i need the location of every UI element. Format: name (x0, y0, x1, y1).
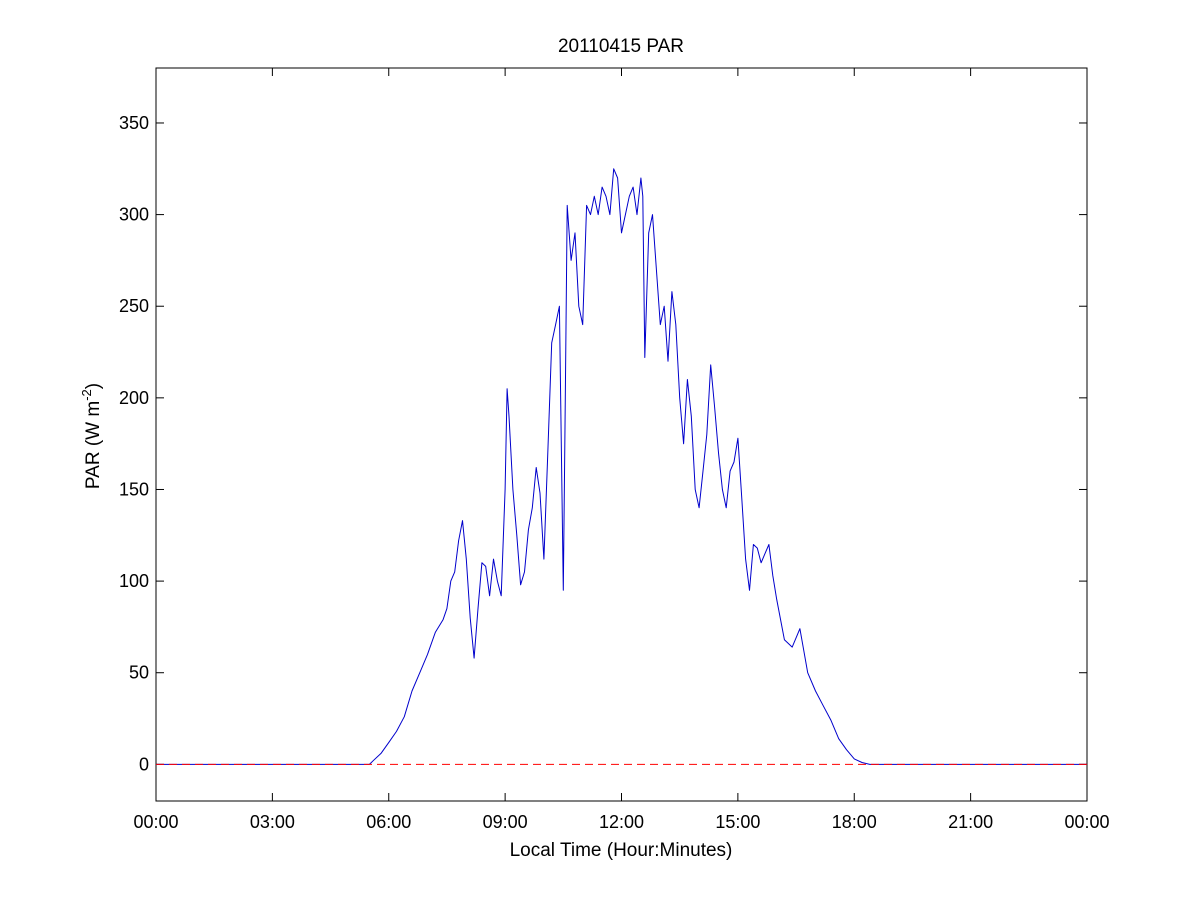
y-tick-label: 250 (119, 296, 149, 316)
x-tick-label: 06:00 (366, 812, 411, 832)
x-tick-label: 00:00 (133, 812, 178, 832)
plot-frame (155, 67, 1088, 802)
par-series-line (156, 168, 1087, 765)
y-tick-label: 50 (129, 663, 149, 683)
x-tick-label: 12:00 (599, 812, 644, 832)
x-axis-label: Local Time (Hour:Minutes) (510, 840, 733, 861)
x-tick-label: 18:00 (832, 812, 877, 832)
chart-title: 20110415 PAR (558, 36, 684, 57)
y-tick-label: 350 (119, 113, 149, 133)
y-tick-label: 300 (119, 205, 149, 225)
plot-area: 00:00 03:00 06:00 09:00 12:00 15:00 18:00 21:00… (119, 67, 1110, 832)
x-tick-label: 09:00 (483, 812, 528, 832)
y-tick-label: 100 (119, 571, 149, 591)
y-axis-label: PAR (W m-2) (79, 383, 104, 489)
y-axis-label-exponent: -2 (79, 389, 94, 401)
y-tick-label: 0 (139, 754, 149, 774)
y-axis-label-text: PAR (W m (83, 401, 104, 489)
y-tick-label: 200 (119, 388, 149, 408)
y-axis-label-suffix: ) (83, 383, 104, 389)
x-tick-label: 15:00 (715, 812, 760, 832)
x-tick-label: 21:00 (948, 812, 993, 832)
x-tick-label: 00:00 (1064, 812, 1109, 832)
y-tick-label: 150 (119, 479, 149, 499)
x-tick-label: 03:00 (250, 812, 295, 832)
